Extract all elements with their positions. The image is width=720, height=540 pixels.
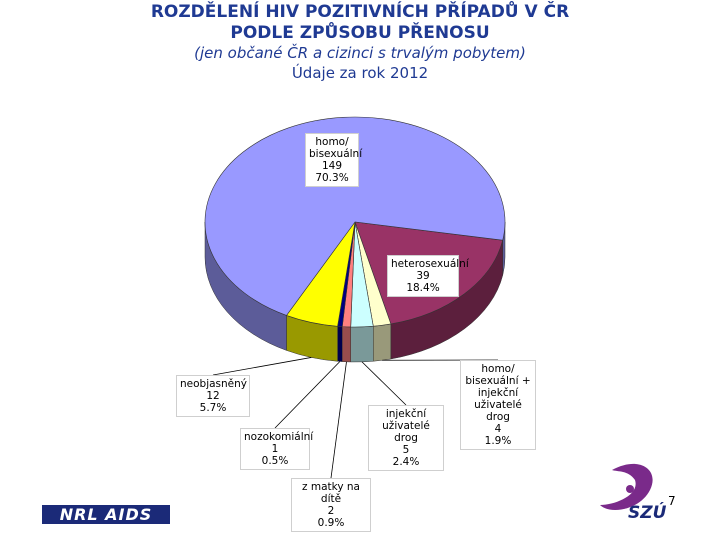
label-count: 5 — [402, 444, 410, 456]
label-percent: 70.3% — [315, 172, 349, 184]
data-label: homo/ bisexuální + injekční uživatelé dr… — [460, 360, 536, 450]
label-category: injekční uživatelé drog — [382, 408, 430, 444]
data-label: nozokomiální 1 0.5% — [240, 428, 314, 470]
label-percent: 0.5% — [261, 455, 289, 467]
label-category: neobjasněný — [180, 378, 248, 390]
label-count: 39 — [416, 270, 430, 282]
logo-swoosh — [600, 463, 653, 510]
logo-text: SZÚ — [628, 503, 667, 523]
slice-side — [373, 323, 392, 362]
label-count: 1 — [271, 443, 279, 455]
slice-side — [342, 326, 351, 363]
chart-title: ROZDĚLENÍ HIV POZITIVNÍCH PŘÍPADŮ V ČR P… — [150, 2, 570, 43]
chart-annotation: Údaje za rok 2012 — [291, 64, 429, 82]
data-label: heterosexuální 39 18.4% — [387, 255, 469, 297]
data-label: z matky na dítě 2 0.9% — [291, 478, 371, 532]
leader-line — [212, 357, 312, 376]
label-percent: 2.4% — [392, 456, 420, 468]
label-count: 4 — [494, 423, 502, 435]
label-count: 149 — [321, 160, 343, 172]
label-percent: 0.9% — [317, 517, 345, 529]
slice-side — [337, 326, 343, 362]
label-percent: 1.9% — [484, 435, 512, 447]
slice — [204, 116, 506, 316]
leader-line — [274, 361, 341, 429]
label-percent: 18.4% — [406, 282, 440, 294]
label-category: heterosexuální — [391, 258, 469, 270]
data-label: neobjasněný 12 5.7% — [176, 375, 250, 417]
chart-subtitle: (jen občané ČR a cizinci s trvalým pobyt… — [194, 44, 526, 62]
label-category: homo/ bisexuální + injekční uživatelé dr… — [465, 363, 531, 423]
label-count: 12 — [206, 390, 220, 402]
label-category: nozokomiální — [244, 431, 314, 443]
leader-line — [361, 361, 407, 406]
label-category: homo/ bisexuální — [309, 136, 363, 160]
slice-side — [350, 325, 374, 363]
label-category: z matky na dítě — [302, 481, 360, 505]
leader-line — [330, 361, 347, 479]
data-label: homo/ bisexuální 149 70.3% — [305, 133, 363, 187]
label-count: 2 — [327, 505, 335, 517]
logo-dot — [626, 485, 634, 493]
label-percent: 5.7% — [199, 402, 227, 414]
page-number: 7 — [668, 494, 676, 508]
data-label: injekční uživatelé drog 5 2.4% — [368, 405, 444, 471]
brand: NRL AIDS — [42, 505, 170, 524]
